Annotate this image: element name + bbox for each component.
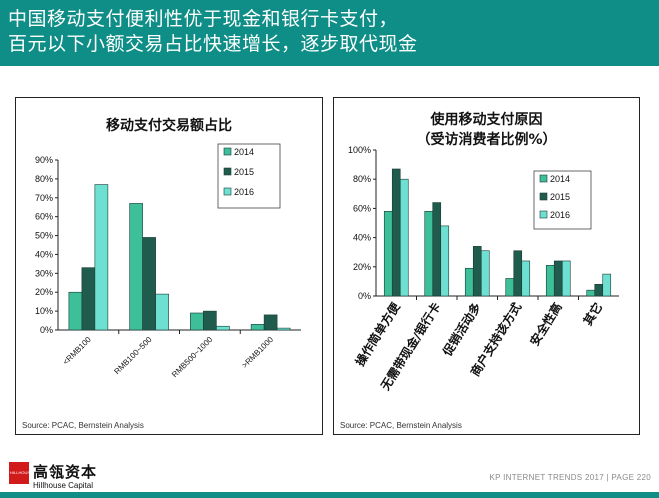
footer-page-info: KP INTERNET TRENDS 2017 | PAGE 220 [489, 473, 651, 482]
legend-swatch-2014 [539, 174, 548, 183]
legend-label-2016: 2016 [550, 210, 570, 220]
y-tick-label: 30% [35, 268, 53, 278]
x-category-label: RMB100~500 [112, 335, 154, 377]
bar-chart-transaction-share: 0% 10% 20% 30% 40% 50% 60% 70% 80% 90% <RMB100 RMB1… [35, 143, 301, 380]
page-title: 中国移动支付便利性优于现金和银行卡支付， 百元以下小额交易占比快速增长，逐步取代… [8, 7, 648, 57]
bar-2014 [250, 324, 265, 331]
logo-mark-text: HILLHOUSE [10, 470, 33, 475]
legend-swatch-2016 [223, 187, 232, 196]
bar-2014 [424, 211, 434, 297]
x-category-label: RMB500~1000 [170, 335, 215, 380]
y-tick-label: 0% [358, 291, 371, 301]
bar-2016 [440, 225, 450, 297]
logo-name-cn: 高瓴资本 [33, 463, 98, 481]
footer-bar [0, 492, 659, 498]
y-tick-label: 20% [353, 262, 371, 272]
bar-2014 [190, 312, 204, 331]
y-tick-label: 90% [35, 155, 53, 165]
bar-2016 [399, 178, 409, 297]
x-category-label: <RMB100 [61, 335, 93, 367]
bar-2015 [263, 314, 278, 331]
legend-swatch-2015 [223, 167, 232, 176]
legend-label-2015: 2015 [550, 192, 570, 202]
chart-source: Source: PCAC, Bernstein Analysis [340, 421, 462, 430]
bar-2014 [505, 278, 515, 297]
bar-2015 [203, 310, 217, 331]
bar-2015 [553, 260, 563, 297]
chart-title: 移动支付交易额占比 [106, 118, 232, 134]
bar-2016 [480, 250, 490, 297]
chart-subtitle: （受访消费者比例%） [416, 132, 557, 148]
y-tick-label: 40% [35, 249, 53, 259]
bar-2014 [68, 291, 83, 331]
bar-2015 [81, 267, 96, 331]
chart-title: 使用移动支付原因 [430, 112, 543, 128]
chart-panel-reasons: 使用移动支付原因 （受访消费者比例%） 0% 20% 40% 60% 80% 100% 操作… [333, 97, 640, 435]
y-tick-label: 100% [348, 145, 371, 155]
bar-2016 [561, 260, 571, 297]
bar-2015 [513, 250, 523, 297]
page-title-line-2: 百元以下小额交易占比快速增长，逐步取代现金 [8, 33, 418, 55]
y-tick-label: 40% [353, 233, 371, 243]
bar-2014 [586, 289, 596, 297]
y-tick-label: 20% [35, 287, 53, 297]
y-tick-label: 60% [35, 212, 53, 222]
y-tick-label: 60% [353, 203, 371, 213]
x-category-label: >RMB1000 [240, 335, 275, 370]
bar-2015 [142, 237, 156, 331]
logo-name-en: Hillhouse Capital [33, 481, 94, 490]
bar-2016 [94, 184, 109, 331]
bar-2014 [545, 265, 555, 297]
chart-panel-transaction-share: 移动支付交易额占比 0% 10% 20% 30% 40% 50% 60% 70% 80% 90% <… [15, 97, 323, 435]
y-tick-label: 10% [35, 306, 53, 316]
bar-2014 [129, 203, 143, 331]
bar-chart-reasons: 0%20%40%60%80%100%操作简单方便无需带现金/银行卡促销活动多商户… [348, 145, 619, 394]
legend-label-2014: 2014 [234, 147, 254, 157]
legend-swatch-2016 [539, 210, 548, 219]
x-category-label: 促销活动多 [439, 300, 484, 360]
y-tick-label: 80% [353, 174, 371, 184]
bar-2014 [464, 267, 474, 297]
x-category-label: 安全性高 [527, 300, 565, 349]
bar-2016 [602, 273, 612, 297]
y-tick-label: 50% [35, 231, 53, 241]
page-title-line-1: 中国移动支付便利性优于现金和银行卡支付， [8, 8, 399, 30]
chart-source: Source: PCAC, Bernstein Analysis [22, 421, 144, 430]
hillhouse-logo: HILLHOUSE [9, 462, 33, 484]
bar-2016 [276, 327, 291, 331]
header-banner: 中国移动支付便利性优于现金和银行卡支付， 百元以下小额交易占比快速增长，逐步取代… [0, 0, 659, 66]
bar-2015 [472, 246, 482, 297]
bar-2016 [521, 260, 531, 297]
y-tick-label: 0% [40, 325, 53, 335]
legend-label-2015: 2015 [234, 167, 254, 177]
legend-label-2014: 2014 [550, 174, 570, 184]
y-tick-label: 80% [35, 174, 53, 184]
bar-2016 [155, 293, 169, 331]
bar-2015 [432, 202, 442, 297]
legend-swatch-2015 [539, 192, 548, 201]
bar-2014 [383, 211, 393, 297]
y-tick-label: 70% [35, 193, 53, 203]
x-category-label: 其它 [580, 300, 605, 328]
legend-label-2016: 2016 [234, 187, 254, 197]
bar-2015 [391, 168, 401, 297]
legend-swatch-2014 [223, 147, 232, 156]
bar-2015 [594, 284, 604, 297]
bar-2016 [216, 325, 230, 331]
